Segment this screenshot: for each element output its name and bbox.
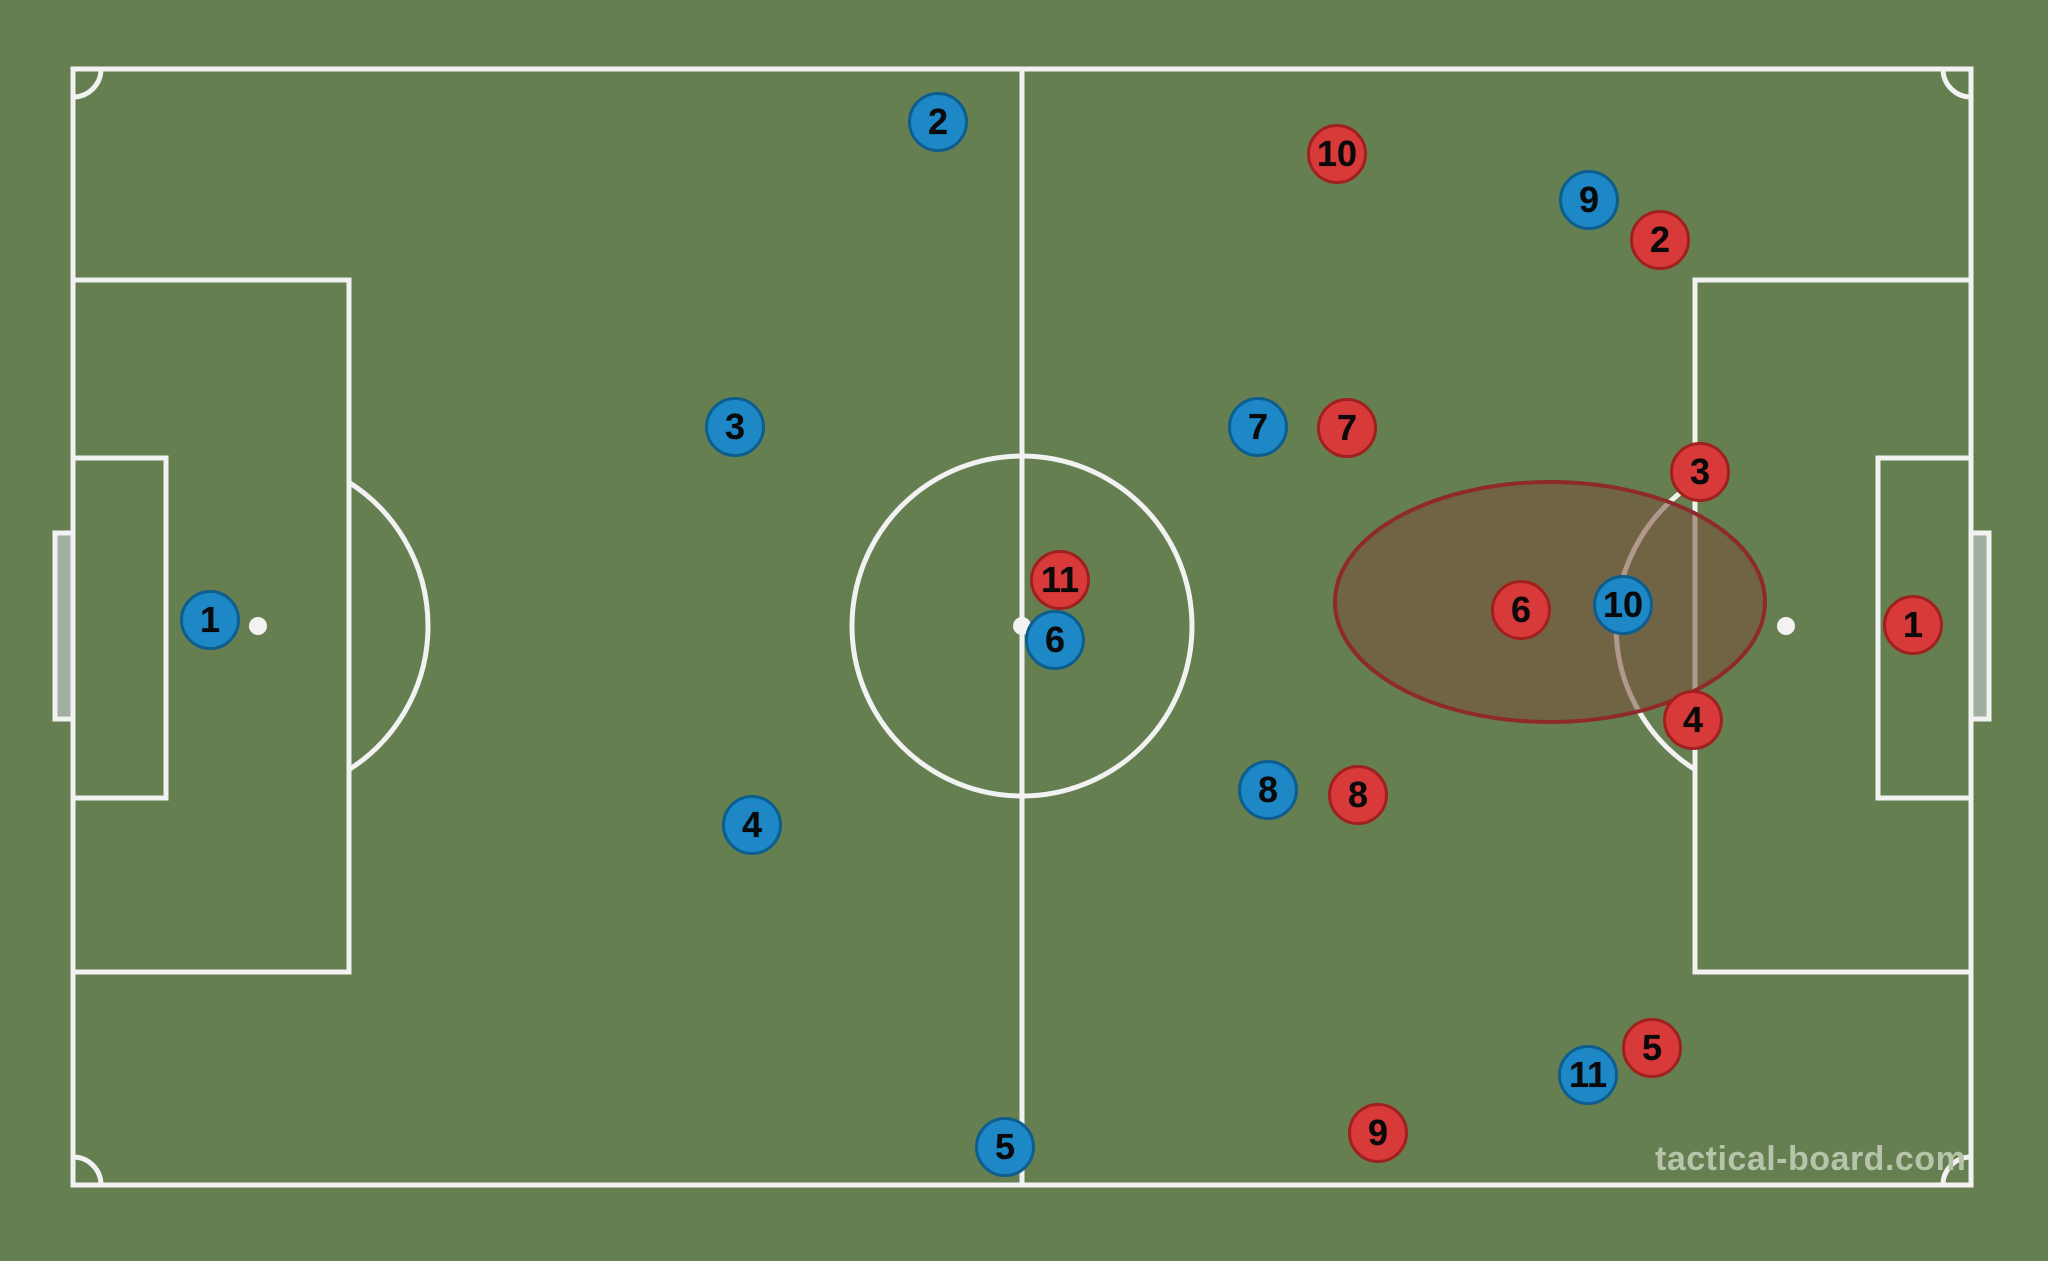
player-number: 6 xyxy=(1045,619,1065,661)
pitch-lines xyxy=(0,0,2048,1261)
blue-player-6[interactable]: 6 xyxy=(1025,610,1085,670)
red-player-1[interactable]: 1 xyxy=(1883,595,1943,655)
red-player-10[interactable]: 10 xyxy=(1307,124,1367,184)
player-number: 7 xyxy=(1248,406,1268,448)
blue-player-8[interactable]: 8 xyxy=(1238,760,1298,820)
player-number: 8 xyxy=(1258,769,1278,811)
player-number: 4 xyxy=(1683,699,1703,741)
red-player-4[interactable]: 4 xyxy=(1663,690,1723,750)
player-number: 7 xyxy=(1337,407,1357,449)
player-number: 8 xyxy=(1348,774,1368,816)
penalty-arc-left xyxy=(349,482,428,769)
blue-player-9[interactable]: 9 xyxy=(1559,170,1619,230)
player-number: 2 xyxy=(1650,219,1670,261)
player-number: 11 xyxy=(1041,559,1079,601)
player-number: 10 xyxy=(1603,584,1643,626)
goal-right xyxy=(1971,533,1989,719)
red-player-11[interactable]: 11 xyxy=(1030,550,1090,610)
red-player-2[interactable]: 2 xyxy=(1630,210,1690,270)
player-number: 3 xyxy=(1690,451,1710,493)
blue-player-1[interactable]: 1 xyxy=(180,590,240,650)
penalty-spot-left xyxy=(249,617,267,635)
corner-arc-bl xyxy=(73,1157,101,1185)
red-player-9[interactable]: 9 xyxy=(1348,1103,1408,1163)
player-number: 1 xyxy=(1903,604,1923,646)
player-number: 9 xyxy=(1368,1112,1388,1154)
player-number: 6 xyxy=(1511,589,1531,631)
tactical-board-canvas: 12345678910111234567891011tactical-board… xyxy=(0,0,2048,1261)
player-number: 10 xyxy=(1317,133,1357,175)
red-player-6[interactable]: 6 xyxy=(1491,580,1551,640)
six-yard-box-left xyxy=(73,458,166,798)
player-number: 3 xyxy=(725,406,745,448)
corner-arc-tl xyxy=(73,69,101,97)
blue-player-3[interactable]: 3 xyxy=(705,397,765,457)
goal-left xyxy=(55,533,73,719)
player-number: 1 xyxy=(200,599,220,641)
red-player-3[interactable]: 3 xyxy=(1670,442,1730,502)
red-player-5[interactable]: 5 xyxy=(1622,1018,1682,1078)
player-number: 5 xyxy=(1642,1027,1662,1069)
blue-player-10[interactable]: 10 xyxy=(1593,575,1653,635)
player-number: 5 xyxy=(995,1126,1015,1168)
blue-player-11[interactable]: 11 xyxy=(1558,1045,1618,1105)
player-number: 11 xyxy=(1569,1054,1607,1096)
player-number: 4 xyxy=(742,804,762,846)
red-player-8[interactable]: 8 xyxy=(1328,765,1388,825)
watermark: tactical-board.com xyxy=(1655,1140,1966,1179)
red-player-7[interactable]: 7 xyxy=(1317,398,1377,458)
blue-player-2[interactable]: 2 xyxy=(908,92,968,152)
penalty-spot-right xyxy=(1777,617,1795,635)
player-number: 9 xyxy=(1579,179,1599,221)
corner-arc-tr xyxy=(1943,69,1971,97)
blue-player-4[interactable]: 4 xyxy=(722,795,782,855)
blue-player-5[interactable]: 5 xyxy=(975,1117,1035,1177)
player-number: 2 xyxy=(928,101,948,143)
blue-player-7[interactable]: 7 xyxy=(1228,397,1288,457)
